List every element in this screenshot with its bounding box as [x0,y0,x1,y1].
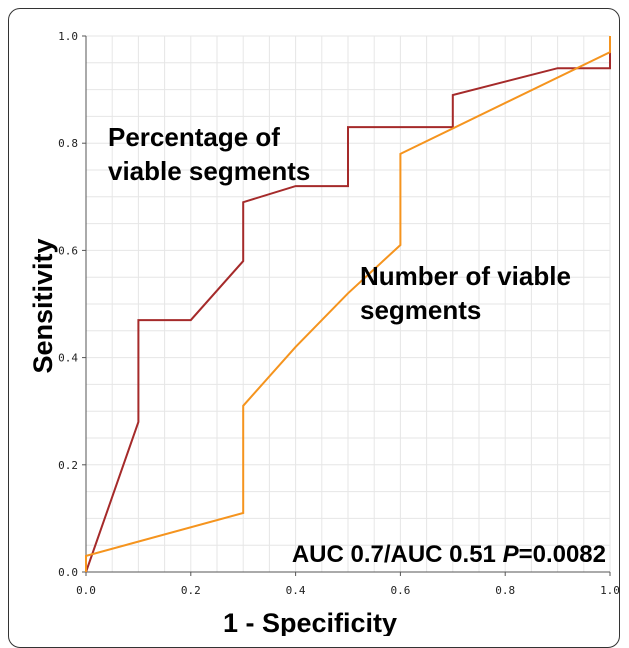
grid [85,35,611,573]
series2-label-line2: segments [360,295,481,325]
series-line-1 [85,36,611,573]
x-tick-label: 0.8 [495,584,515,597]
auc-prefix: AUC 0.7/AUC 0.51 [292,541,503,568]
y-tick-label: 1.0 [58,30,78,43]
x-tick-label: 0.4 [286,584,306,597]
x-tick-label: 0.0 [76,584,96,597]
series2-label-line1: Number of viable [360,261,571,291]
series-lines [85,36,611,573]
y-axis-title: Sensitivity [28,238,58,373]
auc-annotation: AUC 0.7/AUC 0.51 P=0.0082 [292,541,606,568]
auc-p-value: =0.0082 [519,541,606,568]
y-tick-label: 0.6 [58,244,78,257]
series1-label-line2: viable segments [108,156,310,186]
tick-labels: 0.0 0.2 0.4 0.6 0.8 1.0 0.0 0.2 0.4 0.6 0.8 1.0 [58,30,620,597]
series-line-2 [85,36,611,572]
x-tick-label: 1.0 [600,584,620,597]
y-tick-label: 0.8 [58,137,78,150]
y-tick-label: 0.0 [58,566,78,579]
y-tick-label: 0.2 [58,459,78,472]
x-tick-label: 0.2 [181,584,201,597]
auc-p-symbol: P [503,541,520,568]
x-tick-label: 0.6 [390,584,410,597]
series1-label-line1: Percentage of [108,122,280,152]
x-axis-title: 1 - Specificity [223,608,397,636]
y-tick-label: 0.4 [58,352,78,365]
axes [82,35,611,576]
